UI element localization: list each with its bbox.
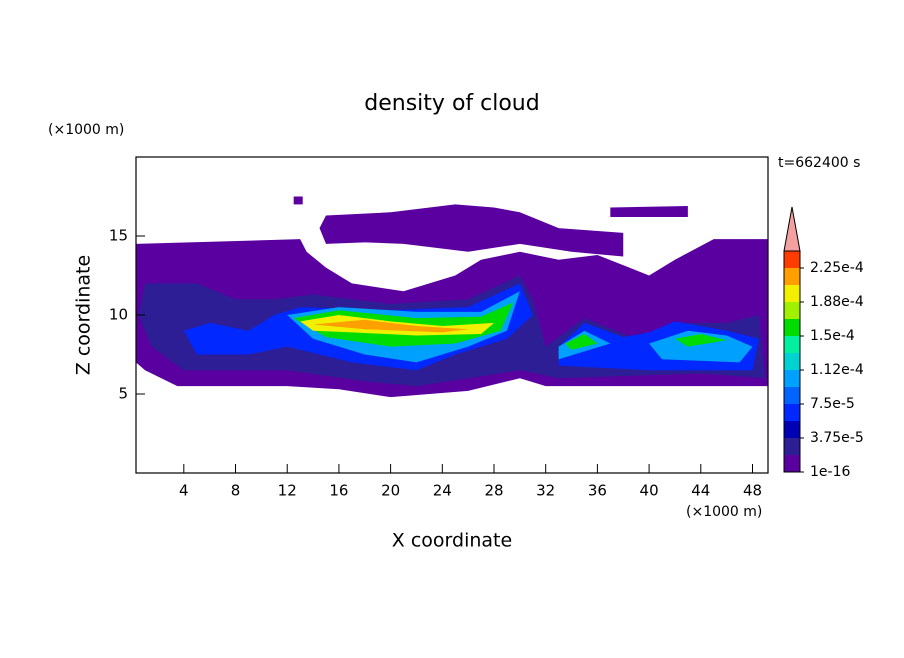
contour-region	[293, 196, 303, 205]
contour-region	[610, 205, 688, 218]
y-tick-label: 5	[118, 385, 128, 403]
x-tick-label: 36	[588, 482, 607, 500]
x-axis-label: X coordinate	[392, 530, 512, 552]
time-label: t=662400 s	[778, 155, 860, 171]
colorbar-tick-label: 3.75e-5	[810, 430, 864, 446]
colorbar-band	[784, 302, 800, 319]
x-tick-label: 12	[278, 482, 297, 500]
contour-region	[649, 330, 753, 363]
colorbar-band	[784, 404, 800, 421]
chart-title: density of cloud	[364, 91, 539, 116]
y-tick-label: 15	[109, 227, 128, 245]
colorbar-band	[784, 285, 800, 302]
x-tick-label: 16	[329, 482, 348, 500]
colorbar-extend	[783, 206, 801, 252]
x-unit: (×1000 m)	[686, 504, 762, 520]
colorbar-band	[784, 455, 800, 472]
colorbar-tick-label: 1.88e-4	[810, 294, 864, 310]
x-tick-label: 8	[231, 482, 241, 500]
contour-region	[319, 204, 624, 257]
colorbar-tick-label: 2.25e-4	[810, 260, 864, 276]
colorbar-tick-label: 7.5e-5	[810, 396, 855, 412]
colorbar-band	[784, 319, 800, 336]
colorbar-band	[784, 421, 800, 438]
colorbar-band	[784, 251, 800, 268]
colorbar-band	[784, 387, 800, 404]
colorbar-tick-label: 1e-16	[810, 464, 850, 480]
contour-region	[674, 333, 727, 347]
x-tick-label: 44	[691, 482, 710, 500]
x-tick-label: 4	[179, 482, 189, 500]
colorbar-band	[784, 336, 800, 353]
y-tick-label: 10	[109, 306, 128, 324]
contour-region	[313, 319, 469, 333]
x-tick-label: 28	[484, 482, 503, 500]
x-tick-label: 48	[743, 482, 762, 500]
colorbar-band	[784, 370, 800, 387]
x-tick-label: 24	[433, 482, 452, 500]
y-unit: (×1000 m)	[48, 122, 124, 138]
y-axis-label: Z coordinate	[73, 255, 95, 375]
contour-region	[565, 333, 598, 350]
colorbar-tick-label: 1.12e-4	[810, 362, 864, 378]
colorbar-band	[784, 268, 800, 285]
x-tick-label: 32	[536, 482, 555, 500]
colorbar-band	[784, 438, 800, 455]
colorbar-frame	[783, 250, 801, 473]
colorbar-tick-label: 1.5e-4	[810, 328, 855, 344]
x-tick-label: 20	[381, 482, 400, 500]
colorbar-band	[784, 353, 800, 370]
x-tick-label: 40	[640, 482, 659, 500]
